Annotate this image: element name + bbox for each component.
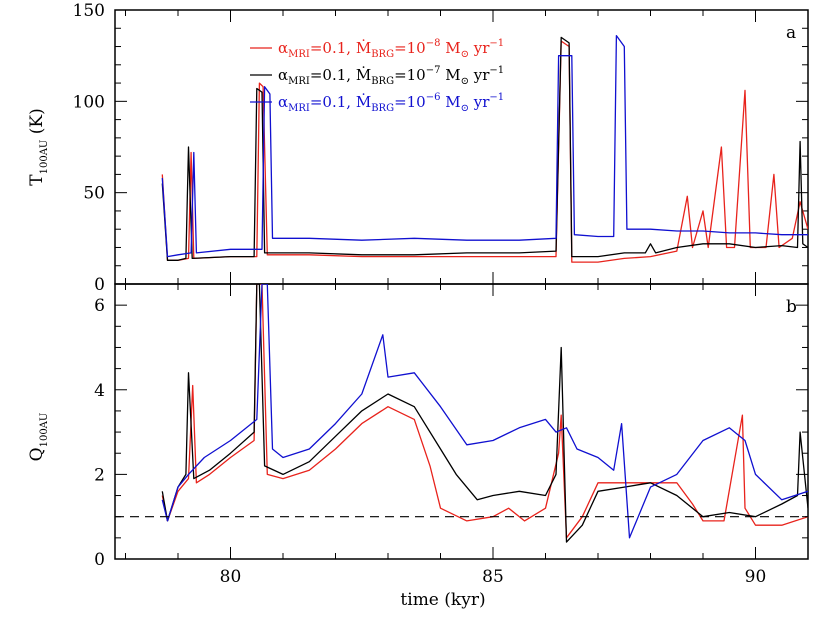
legend: αMRI=0.1, ṀBRG=10−8 M⊙ yr−1 αMRI=0.1, ṀB… — [250, 38, 504, 114]
series-line-a-2 — [161, 36, 808, 261]
panel-b-letter: b — [786, 297, 797, 317]
series-line-b-2 — [161, 284, 808, 543]
tick-labels: 0 50 100 150 0 2 4 6 80 85 90 — [73, 1, 767, 587]
legend-entry-2: αMRI=0.1, ṀBRG=10−7 M⊙ yr−1 — [250, 65, 504, 87]
y-tick-label-b: 4 — [94, 381, 105, 401]
y-tick-label-a: 100 — [73, 92, 105, 112]
x-tick-label: 90 — [745, 567, 767, 587]
panel-b-ylabel: Q100AU — [27, 413, 50, 462]
y-tick-label-b: 2 — [94, 465, 105, 485]
legend-entry-3: αMRI=0.1, ṀBRG=10−6 M⊙ yr−1 — [250, 92, 504, 114]
x-axis-label: time (kyr) — [400, 590, 485, 610]
panel-b-frame — [114, 283, 809, 560]
panel-a-letter: a — [786, 23, 796, 43]
panel-a-ylabel-sub: 100AU — [39, 140, 50, 175]
y-tick-label-a: 150 — [73, 1, 105, 21]
x-tick-label: 80 — [220, 567, 242, 587]
series-line-b-3 — [161, 284, 808, 539]
panel-b-series — [161, 284, 808, 543]
y-tick-label-a: 0 — [94, 275, 105, 295]
panel-a-ylabel-symbol: T — [27, 174, 47, 186]
legend-label-1: αMRI=0.1, ṀBRG=10−8 M⊙ yr−1 — [278, 38, 504, 60]
x-tick-label: 85 — [482, 567, 504, 587]
legend-entry-1: αMRI=0.1, ṀBRG=10−8 M⊙ yr−1 — [250, 38, 504, 60]
panel-a-ticks — [115, 9, 809, 285]
y-tick-label-b: 6 — [94, 296, 105, 316]
series-line-b-1 — [161, 284, 808, 539]
y-tick-label-b: 0 — [94, 550, 105, 570]
series-line-a-3 — [161, 34, 808, 258]
panel-b-ylabel-symbol: Q — [27, 447, 47, 461]
y-tick-label-a: 50 — [83, 184, 105, 204]
panel-a-ylabel-unit: (K) — [27, 108, 47, 134]
panel-b-ylabel-sub: 100AU — [39, 413, 50, 448]
legend-label-2: αMRI=0.1, ṀBRG=10−7 M⊙ yr−1 — [278, 65, 504, 87]
legend-label-3: αMRI=0.1, ṀBRG=10−6 M⊙ yr−1 — [278, 92, 504, 114]
panel-a-series — [161, 34, 808, 263]
panel-a-ylabel: T100AU (K) — [27, 108, 50, 185]
